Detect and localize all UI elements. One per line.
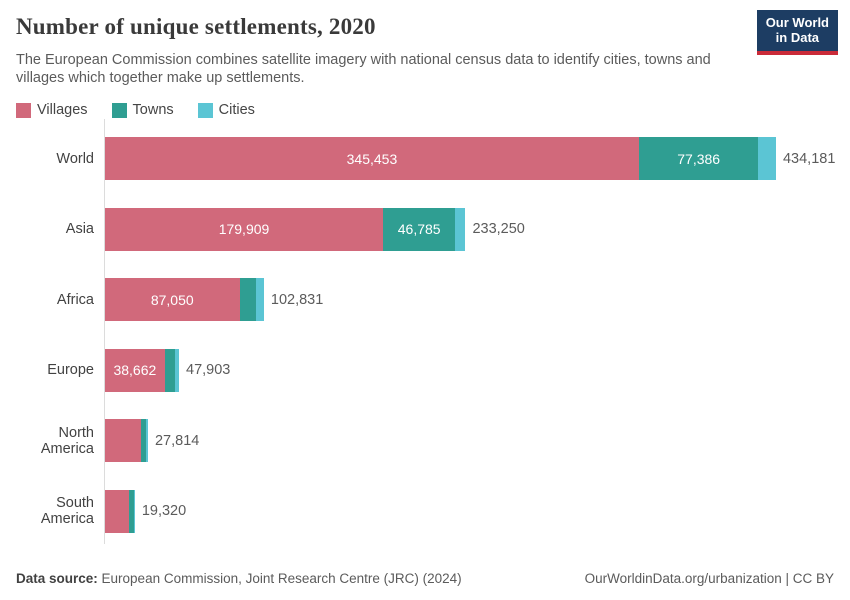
bar-track: 27,814 [105, 419, 199, 462]
bar-segment-towns[interactable]: 46,785 [383, 207, 456, 251]
bar-track: 179,909 46,785 233,250 [105, 207, 525, 251]
legend-item-villages[interactable]: Villages [16, 102, 88, 118]
legend-label: Towns [132, 102, 174, 119]
stacked-bar: 345,453 77,386 [105, 137, 776, 180]
data-source-value: European Commission, Joint Research Cent… [97, 571, 462, 586]
bar-segment-cities[interactable] [455, 207, 466, 251]
stacked-bar [105, 419, 148, 462]
chart-subtitle: The European Commission combines satelli… [16, 52, 711, 87]
bar-segment-towns[interactable]: 77,386 [638, 137, 759, 180]
segment-value-label: 179,909 [218, 221, 270, 237]
segment-value-label: 46,785 [397, 221, 441, 237]
segment-value-label: 77,386 [677, 150, 721, 167]
legend-swatch-icon [197, 102, 213, 118]
segment-value-label: 345,453 [346, 150, 398, 167]
row-label-asia[interactable]: Asia [65, 221, 94, 237]
row-label-europe[interactable]: Europe [47, 362, 94, 378]
bar-segment-towns[interactable] [141, 419, 147, 462]
bar-segment-villages[interactable]: 38,662 [105, 348, 165, 392]
legend-item-towns[interactable]: Towns [111, 102, 174, 119]
legend-swatch-icon [111, 102, 127, 118]
row-label-north-america[interactable]: North America [40, 424, 94, 457]
stacked-bar: 38,662 [105, 348, 179, 392]
bar-segment-villages[interactable] [105, 489, 130, 533]
legend-item-cities[interactable]: Cities [197, 102, 255, 119]
legend: Villages Towns Cities [16, 102, 834, 118]
total-value-label: 233,250 [472, 221, 525, 237]
total-value-label: 102,831 [270, 291, 324, 308]
page-title: Number of unique settlements, 2020 [16, 14, 376, 39]
legend-swatch-icon [16, 102, 31, 118]
stacked-bar [105, 489, 135, 533]
bar-track: 345,453 77,386 434,181 [105, 137, 835, 180]
bar-segment-villages[interactable]: 179,909 [105, 207, 384, 251]
owid-logo-line2: in Data [775, 29, 820, 45]
total-value-label: 19,320 [141, 503, 187, 519]
legend-label: Cities [218, 102, 255, 119]
row-label-africa[interactable]: Africa [56, 291, 94, 308]
y-axis-line [104, 119, 105, 545]
legend-label: Villages [37, 102, 88, 119]
chart-row: World 345,453 77,386 434,181 [16, 123, 835, 194]
stacked-bar: 179,909 46,785 [105, 207, 466, 251]
bar-segment-villages[interactable]: 345,453 [105, 137, 639, 180]
bar-segment-cities[interactable] [758, 137, 776, 180]
total-value-label: 47,903 [186, 362, 231, 378]
segment-value-label: 87,050 [150, 291, 194, 308]
row-label-world[interactable]: World [56, 150, 94, 167]
bar-track: 87,050 102,831 [105, 278, 323, 321]
bar-track: 38,662 47,903 [105, 348, 231, 392]
owid-logo[interactable]: Our World in Data [756, 10, 838, 55]
stacked-bar: 87,050 [105, 278, 264, 321]
bar-segment-cities[interactable] [133, 489, 135, 533]
data-source-note: Data source: European Commission, Joint … [16, 571, 462, 586]
bar-segment-towns[interactable] [129, 489, 134, 533]
bar-segment-towns[interactable] [164, 348, 176, 392]
owid-logo-line1: Our World [765, 15, 829, 30]
segment-value-label: 38,662 [113, 362, 157, 378]
total-value-label: 27,814 [154, 432, 200, 449]
bar-track: 19,320 [105, 489, 187, 533]
bar-segment-villages[interactable] [105, 419, 141, 462]
total-value-label: 434,181 [782, 150, 836, 167]
bar-segment-cities[interactable] [175, 348, 179, 392]
bar-segment-towns[interactable] [239, 278, 256, 321]
chart-row: North America 27,814 [16, 405, 834, 476]
footer: Data source: European Commission, Joint … [16, 571, 834, 586]
bar-segment-cities[interactable] [146, 419, 148, 462]
chart-row: Asia 179,909 46,785 233,250 [16, 194, 834, 265]
chart-row: Africa 87,050 102,831 [16, 264, 834, 335]
stacked-bar-chart: World 345,453 77,386 434,181 Asia 179,909 46,7… [16, 119, 835, 547]
row-label-south-america[interactable]: South America [40, 495, 94, 527]
footer-link[interactable]: OurWorldinData.org/urbanization | CC BY [584, 571, 834, 586]
chart-row: South America 19,320 [16, 476, 834, 547]
bar-segment-cities[interactable] [255, 278, 264, 321]
chart-row: Europe 38,662 47,903 [16, 335, 834, 406]
bar-segment-villages[interactable]: 87,050 [105, 278, 240, 321]
data-source-label: Data source: [16, 571, 98, 586]
